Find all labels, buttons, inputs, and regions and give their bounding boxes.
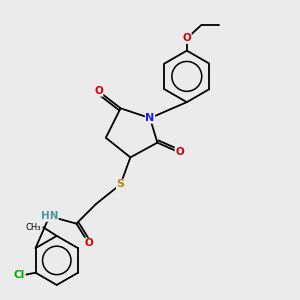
Text: O: O	[94, 86, 103, 96]
Text: O: O	[182, 33, 191, 43]
Text: O: O	[175, 148, 184, 158]
Text: HN: HN	[40, 211, 58, 221]
Text: O: O	[84, 238, 93, 248]
Text: N: N	[146, 113, 154, 123]
Text: CH₃: CH₃	[26, 223, 41, 232]
Text: Cl: Cl	[14, 270, 25, 280]
Text: S: S	[117, 179, 124, 189]
